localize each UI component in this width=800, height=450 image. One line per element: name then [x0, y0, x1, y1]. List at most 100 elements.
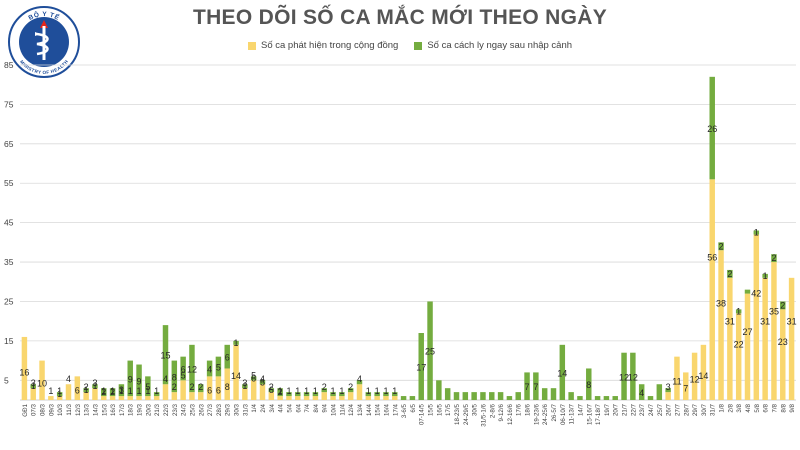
bar-quarantine	[541, 388, 548, 400]
x-tick-label: 24-29/5	[463, 403, 470, 425]
data-label-quarantine: 12	[187, 364, 197, 374]
bar-quarantine	[656, 384, 663, 400]
data-label-community: 14	[698, 371, 708, 381]
x-tick-label: 2/8	[727, 403, 734, 412]
x-tick-label: 23/3	[172, 403, 179, 416]
bar-community	[674, 356, 680, 400]
data-label-community: 16	[19, 368, 29, 378]
bar-community	[189, 392, 195, 400]
bar-quarantine	[127, 360, 133, 397]
data-label-community: 1	[110, 386, 115, 396]
data-label-community: 2	[269, 382, 274, 392]
bar-quarantine	[118, 384, 125, 397]
data-label-community: 31	[787, 317, 797, 327]
data-label-quarantine: 1	[92, 381, 97, 391]
x-tick-label: 17/4	[392, 403, 399, 416]
data-label-quarantine: 14	[557, 368, 567, 378]
x-tick-label: 20/7	[613, 403, 620, 416]
data-label-quarantine: 6	[269, 385, 274, 395]
bar-quarantine	[586, 368, 592, 400]
x-tick-label: 30/5	[472, 403, 479, 416]
bar-community	[242, 388, 248, 400]
x-tick-label: 14/3	[92, 403, 99, 416]
bar-community	[383, 396, 389, 400]
data-label-community: 1	[375, 386, 380, 396]
x-tick-label: 13/3	[84, 403, 91, 416]
x-tick-label: 06-10/7	[560, 403, 567, 425]
bar-community	[109, 396, 116, 400]
bar-community	[250, 380, 257, 400]
bar-community	[295, 396, 301, 400]
bars	[21, 76, 795, 400]
bar-community	[365, 396, 372, 400]
x-tick-label: 30/3	[234, 403, 241, 416]
data-label-community: 1	[383, 386, 388, 396]
bar-quarantine	[444, 388, 451, 400]
bar-quarantine	[356, 380, 363, 385]
x-tick-label: 26/3	[198, 403, 205, 416]
data-label-community: 2	[172, 382, 177, 392]
bar-community	[39, 360, 45, 400]
y-tick-label: 55	[4, 178, 14, 188]
data-label-community: 1	[286, 386, 291, 396]
bar-community	[339, 396, 345, 400]
y-tick-label: 25	[4, 296, 14, 306]
data-label-community: 1	[366, 386, 371, 396]
bar-community	[118, 396, 125, 400]
bar-community	[65, 384, 72, 400]
data-label-community: 2	[322, 382, 327, 392]
legend-label-quarantine: Số ca cách ly ngay sau nhập cảnh	[427, 40, 573, 51]
bar-quarantine	[480, 392, 486, 400]
bar-quarantine	[400, 396, 407, 400]
x-tick-label: 19-23/6	[533, 403, 540, 425]
data-label-quarantine: 5	[216, 363, 221, 373]
x-tick-label: 15-16/7	[586, 403, 593, 425]
bar-quarantine	[295, 392, 301, 397]
data-label-community: 1	[145, 386, 150, 396]
x-tick-label: 21/7	[622, 403, 629, 416]
bar-quarantine	[101, 388, 107, 397]
x-tick-label: 14/7	[577, 403, 584, 416]
x-tick-label: 8/4	[313, 403, 320, 412]
x-tick-label: 17/6	[516, 403, 523, 416]
bar-community	[321, 392, 327, 400]
bar-quarantine	[83, 388, 89, 393]
x-tick-label: 9-12/6	[498, 403, 505, 421]
data-label-quarantine: 8	[586, 380, 591, 390]
bar-community	[83, 392, 89, 400]
bar-community	[162, 384, 169, 400]
bar-quarantine	[533, 372, 539, 400]
data-label-quarantine: 17	[416, 363, 426, 373]
x-tick-label: 18/3	[128, 403, 135, 416]
bar-quarantine	[206, 360, 213, 377]
y-tick-label: 75	[4, 99, 14, 109]
data-label-community: 14	[231, 371, 241, 381]
bar-quarantine	[215, 356, 222, 377]
x-tick-label: 9/4	[322, 403, 329, 412]
bar-quarantine	[735, 309, 742, 314]
y-tick-label: 85	[4, 60, 14, 70]
bar-quarantine	[568, 392, 574, 400]
bar-community	[224, 368, 230, 400]
data-label-quarantine: 12	[619, 372, 629, 382]
data-label-quarantine: 26	[707, 124, 717, 134]
bar-quarantine	[136, 364, 142, 397]
legend-swatch-quarantine	[414, 41, 423, 50]
bar-community	[303, 396, 310, 400]
data-label-community: 1	[313, 386, 318, 396]
bar-community	[268, 392, 275, 400]
bar-community	[762, 277, 768, 400]
logo-top-text: BỘ Y TẾ	[27, 9, 61, 22]
bar-community	[74, 376, 81, 400]
data-label-community: 7	[683, 384, 688, 394]
x-tick-label: 07/3	[31, 403, 38, 416]
x-tick-label: 11/4	[339, 403, 346, 415]
bar-quarantine	[753, 230, 760, 235]
bar-community	[56, 396, 63, 400]
bar-quarantine	[277, 388, 283, 397]
data-label-community: 6	[216, 385, 221, 395]
data-label-quarantine: 5	[260, 377, 265, 387]
bar-quarantine	[374, 392, 380, 397]
x-axis-ticks: GĐ1 07/3 08/3 09/3 10/3 11/3 12/3 13/3 14/3 15/3 1…	[22, 403, 796, 426]
